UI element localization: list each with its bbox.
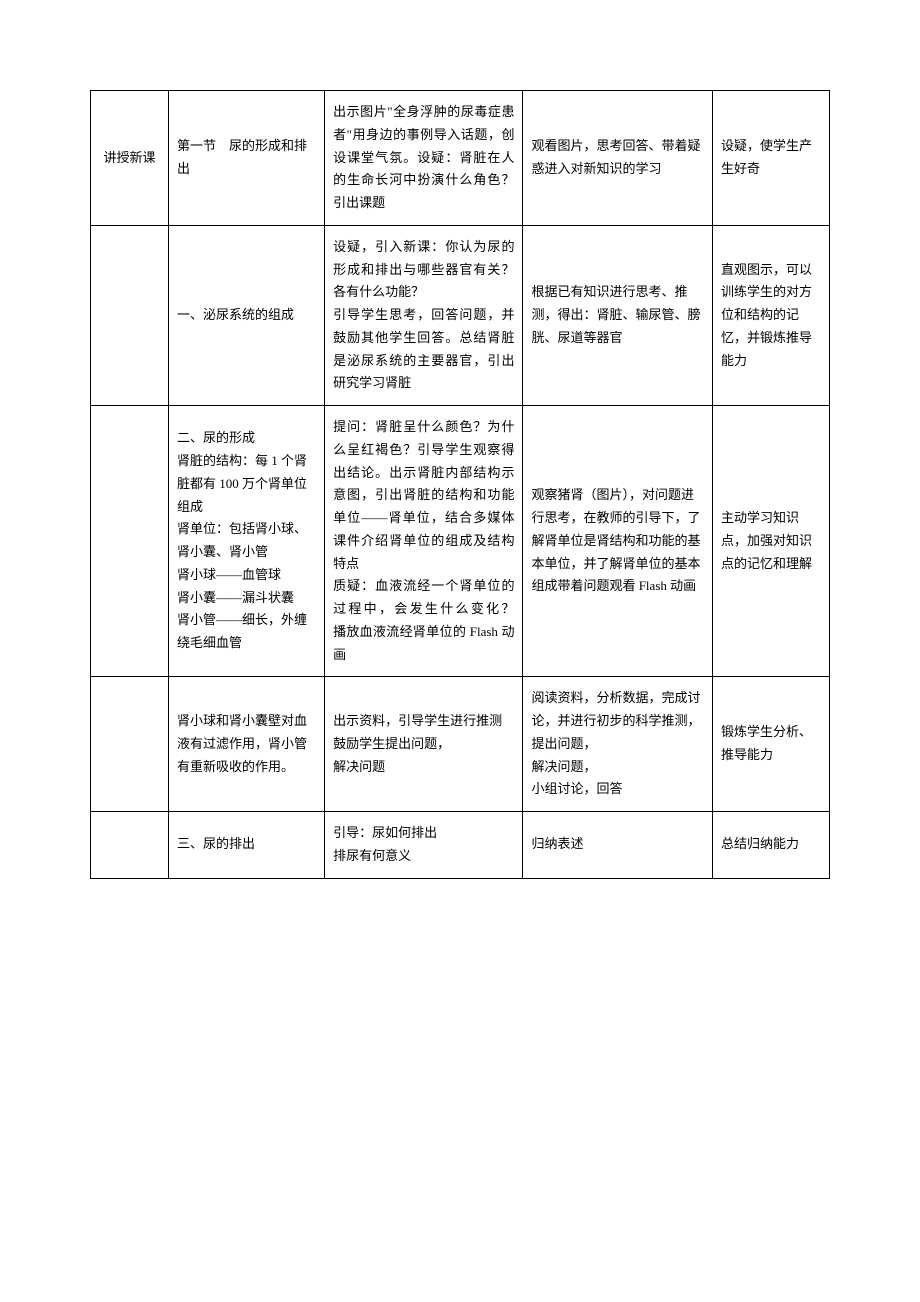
lesson-plan-table: 讲授新课 第一节 尿的形成和排出 出示图片"全身浮肿的尿毒症患者"用身边的事例导… bbox=[90, 90, 830, 879]
cell-purpose: 总结归纳能力 bbox=[712, 812, 829, 879]
cell-topic: 肾小球和肾小囊壁对血液有过滤作用，肾小管有重新吸收的作用。 bbox=[169, 677, 325, 812]
cell-student-activity: 归纳表述 bbox=[523, 812, 712, 879]
table-row: 二、尿的形成肾脏的结构：每 1 个肾脏都有 100 万个肾单位组成肾单位：包括肾… bbox=[91, 406, 830, 677]
cell-stage: 讲授新课 bbox=[91, 91, 169, 226]
cell-teacher-activity: 引导：尿如何排出排尿有何意义 bbox=[325, 812, 523, 879]
cell-topic: 第一节 尿的形成和排出 bbox=[169, 91, 325, 226]
cell-topic: 一、泌尿系统的组成 bbox=[169, 225, 325, 405]
cell-stage bbox=[91, 225, 169, 405]
cell-stage bbox=[91, 406, 169, 677]
cell-teacher-activity: 提问：肾脏呈什么颜色？为什么呈红褐色？引导学生观察得出结论。出示肾脏内部结构示意… bbox=[325, 406, 523, 677]
cell-teacher-activity: 出示图片"全身浮肿的尿毒症患者"用身边的事例导入话题，创设课堂气氛。设疑：肾脏在… bbox=[325, 91, 523, 226]
cell-purpose: 设疑，使学生产生好奇 bbox=[712, 91, 829, 226]
cell-student-activity: 观察猪肾（图片），对问题进行思考，在教师的引导下，了解肾单位是肾结构和功能的基本… bbox=[523, 406, 712, 677]
table-row: 三、尿的排出 引导：尿如何排出排尿有何意义 归纳表述 总结归纳能力 bbox=[91, 812, 830, 879]
table-row: 肾小球和肾小囊壁对血液有过滤作用，肾小管有重新吸收的作用。 出示资料，引导学生进… bbox=[91, 677, 830, 812]
cell-teacher-activity: 出示资料，引导学生进行推测鼓励学生提出问题，解决问题 bbox=[325, 677, 523, 812]
cell-topic: 二、尿的形成肾脏的结构：每 1 个肾脏都有 100 万个肾单位组成肾单位：包括肾… bbox=[169, 406, 325, 677]
cell-stage bbox=[91, 812, 169, 879]
table-row: 一、泌尿系统的组成 设疑，引入新课：你认为尿的形成和排出与哪些器官有关？各有什么… bbox=[91, 225, 830, 405]
cell-stage bbox=[91, 677, 169, 812]
table-row: 讲授新课 第一节 尿的形成和排出 出示图片"全身浮肿的尿毒症患者"用身边的事例导… bbox=[91, 91, 830, 226]
cell-teacher-activity: 设疑，引入新课：你认为尿的形成和排出与哪些器官有关？各有什么功能？引导学生思考，… bbox=[325, 225, 523, 405]
cell-student-activity: 阅读资料，分析数据，完成讨论，并进行初步的科学推测，提出问题，解决问题，小组讨论… bbox=[523, 677, 712, 812]
cell-purpose: 锻炼学生分析、推导能力 bbox=[712, 677, 829, 812]
cell-student-activity: 观看图片，思考回答、带着疑惑进入对新知识的学习 bbox=[523, 91, 712, 226]
cell-purpose: 主动学习知识点，加强对知识点的记忆和理解 bbox=[712, 406, 829, 677]
cell-topic: 三、尿的排出 bbox=[169, 812, 325, 879]
cell-purpose: 直观图示，可以训练学生的对方位和结构的记忆，并锻炼推导能力 bbox=[712, 225, 829, 405]
cell-student-activity: 根据已有知识进行思考、推测，得出：肾脏、输尿管、膀胱、尿道等器官 bbox=[523, 225, 712, 405]
